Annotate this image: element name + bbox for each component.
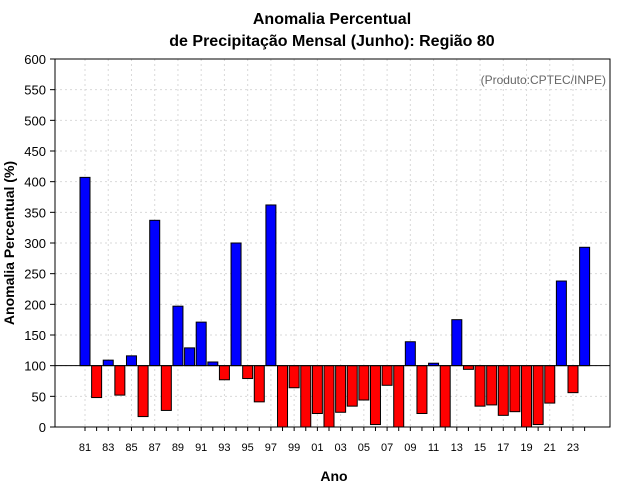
- bar-08: [393, 365, 405, 428]
- bar-06: [369, 365, 381, 426]
- bar-82: [91, 365, 103, 399]
- bar-23: [567, 365, 579, 394]
- x-tick-label: 03: [334, 442, 346, 454]
- x-tick-label: 01: [311, 442, 323, 454]
- bar-01: [311, 365, 323, 415]
- bar-93: [218, 365, 230, 381]
- x-tick-label: 13: [451, 442, 463, 454]
- bar-88: [160, 365, 172, 411]
- bar-97: [265, 204, 277, 367]
- credit-label: (Produto:CPTEC/INPE): [481, 73, 606, 87]
- bars: [79, 176, 591, 428]
- y-tick-label: 550: [24, 83, 46, 98]
- x-tick-label: 89: [172, 442, 184, 454]
- x-tick-label: 81: [79, 442, 91, 454]
- x-tick-label: 87: [149, 442, 161, 454]
- y-tick-label: 150: [24, 328, 46, 343]
- bar-94: [230, 242, 242, 367]
- bar-17: [497, 365, 509, 416]
- bar-05: [358, 365, 370, 401]
- y-tick-label: 50: [32, 389, 46, 404]
- bar-98: [277, 365, 289, 428]
- bar-20: [532, 365, 544, 426]
- y-tick-label: 600: [24, 52, 46, 67]
- x-tick-label: 17: [497, 442, 509, 454]
- x-tick-label: 11: [428, 442, 439, 454]
- x-tick-label: 93: [218, 442, 230, 454]
- bar-03: [335, 365, 347, 413]
- x-tick-label: 07: [381, 442, 393, 454]
- x-tick-label: 83: [102, 442, 114, 454]
- bar-22: [555, 280, 567, 367]
- y-tick-label: 400: [24, 175, 46, 190]
- x-tick-label: 85: [125, 442, 137, 454]
- bar-86: [137, 365, 149, 418]
- x-tick-label: 09: [404, 442, 416, 454]
- bar-04: [346, 365, 358, 407]
- y-tick-label: 0: [39, 420, 46, 435]
- bar-89: [172, 305, 184, 367]
- bar-81: [79, 176, 91, 367]
- bar-90: [184, 347, 196, 367]
- chart-title-line2: de Precipitação Mensal (Junho): Região 8…: [169, 33, 495, 50]
- bar-95: [242, 365, 254, 380]
- y-tick-label: 450: [24, 144, 46, 159]
- bar-96: [253, 365, 265, 403]
- bar-09: [404, 341, 416, 367]
- x-tick-label: 99: [288, 442, 300, 454]
- y-axis-label: Anomalia Percentual (%): [1, 161, 17, 325]
- x-axis: 81 83 85 87 89 91 93 95 97 99 01 03 05 07 09 11 13 15 17 19…: [79, 427, 586, 454]
- y-tick-label: 500: [24, 113, 46, 128]
- x-tick-label: 95: [242, 442, 254, 454]
- bar-21: [544, 365, 556, 404]
- bar-84: [114, 365, 126, 396]
- bar-18: [509, 365, 521, 413]
- x-tick-label: 23: [567, 442, 579, 454]
- x-tick-label: 21: [544, 442, 556, 454]
- y-tick-label: 250: [24, 267, 46, 282]
- bar-85: [125, 355, 137, 367]
- bar-92: [207, 361, 219, 367]
- x-axis-label: Ano: [320, 468, 347, 484]
- bar-99: [288, 365, 300, 389]
- bar-19: [521, 365, 533, 428]
- x-tick-label: 15: [474, 442, 486, 454]
- bar-10: [416, 365, 428, 415]
- bar-87: [149, 219, 161, 367]
- y-tick-label: 350: [24, 205, 46, 220]
- bar-83: [102, 359, 114, 367]
- bar-24: [579, 246, 591, 367]
- bar-16: [486, 365, 498, 406]
- y-tick-label: 300: [24, 236, 46, 251]
- y-axis: 0 50 100 150 200 250 300 350 400 450 500 550 600: [24, 52, 55, 435]
- y-tick-label: 100: [24, 359, 46, 374]
- y-tick-label: 200: [24, 297, 46, 312]
- bar-02: [323, 365, 335, 428]
- x-tick-label: 05: [358, 442, 370, 454]
- bar-00: [300, 365, 312, 428]
- chart-title-line1: Anomalia Percentual: [253, 11, 411, 28]
- bar-91: [195, 321, 207, 367]
- bar-12: [439, 365, 451, 428]
- x-tick-label: 91: [195, 442, 207, 454]
- bar-13: [451, 319, 463, 367]
- x-tick-label: 19: [520, 442, 532, 454]
- bar-07: [381, 365, 393, 386]
- bar-14: [462, 365, 474, 370]
- x-tick-label: 97: [265, 442, 277, 454]
- bar-15: [474, 365, 486, 407]
